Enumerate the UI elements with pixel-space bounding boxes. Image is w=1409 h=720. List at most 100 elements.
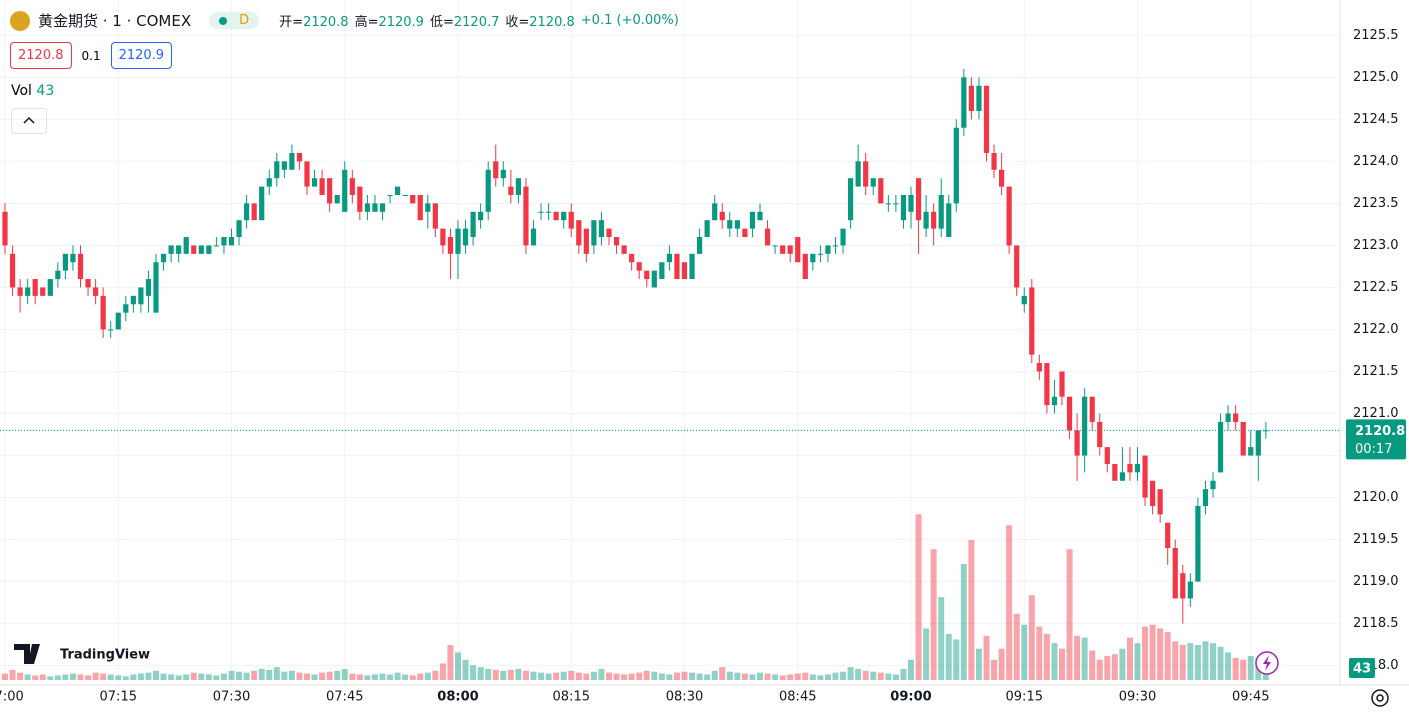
volume-bar: [85, 675, 92, 680]
y-tick-label: 2123.5: [1353, 196, 1399, 211]
volume-bar: [908, 659, 914, 680]
candle-body: [485, 169, 491, 212]
volume-bar: [424, 672, 431, 680]
interval-badge[interactable]: D: [209, 12, 260, 29]
candle-body: [689, 253, 695, 280]
volume-bar: [1172, 641, 1179, 680]
volume-bar: [877, 672, 884, 680]
volume-bar: [1021, 624, 1028, 680]
volume-bar: [1210, 643, 1216, 680]
volume-bar: [1111, 654, 1118, 680]
candle-body: [364, 203, 370, 212]
candle-body: [1036, 363, 1042, 372]
volume-bar: [69, 673, 76, 680]
volume-bar: [402, 674, 409, 680]
volume-bar: [1149, 624, 1156, 680]
candle-body: [795, 237, 801, 263]
x-tick-label: 08:45: [779, 690, 816, 705]
candle-body: [1006, 186, 1012, 246]
symbol-logo: [10, 10, 30, 31]
volume-bar: [1247, 656, 1254, 680]
candle-body: [138, 287, 144, 305]
candle-body: [93, 287, 99, 296]
volume-bar: [394, 672, 401, 680]
settings-button[interactable]: [1371, 689, 1389, 707]
collapse-button[interactable]: [11, 108, 47, 134]
candle-body: [123, 304, 129, 313]
candle-body: [636, 262, 642, 271]
volume-bar: [379, 673, 386, 680]
candle-body: [1119, 472, 1125, 481]
volume-bar: [115, 675, 122, 680]
candle-body: [1097, 421, 1103, 448]
volume-bar: [477, 667, 484, 680]
candle-body: [1263, 430, 1269, 432]
x-tick-label: 09:00: [890, 690, 931, 705]
ohlc-label: 开=: [279, 15, 304, 30]
lightning-button[interactable]: [1255, 651, 1279, 675]
ask[interactable]: 2120.9: [110, 42, 173, 69]
volume-bar: [198, 673, 205, 680]
y-tick-label: 2120.0: [1353, 490, 1399, 505]
volume-bar: [530, 671, 537, 680]
volume-bar: [704, 674, 711, 680]
volume-bar: [1096, 659, 1103, 680]
volume-bar: [153, 670, 159, 680]
candle-body: [410, 194, 416, 204]
volume-bar: [220, 673, 227, 680]
candle-body: [931, 211, 937, 229]
volume-bar: [326, 671, 333, 680]
ohlc-label: 高=: [354, 15, 379, 30]
volume-bar: [575, 672, 582, 680]
symbol[interactable]: 黄金期货 · 1 · COMEX: [38, 12, 192, 30]
volume-bar: [960, 563, 967, 680]
volume-bar: [1134, 643, 1141, 680]
ohlc-label: 收=: [505, 15, 530, 30]
candle-body: [817, 253, 823, 255]
candle-body: [130, 295, 136, 305]
volume-bar: [651, 671, 658, 680]
price-tag: [1346, 419, 1406, 460]
volume-bar: [598, 668, 605, 680]
candle-body: [493, 161, 499, 179]
volume-bar: [953, 639, 960, 680]
candle-body: [160, 253, 167, 263]
bid[interactable]: 2120.8: [10, 42, 72, 69]
candle-body: [1082, 396, 1088, 456]
candle-body: [1172, 548, 1178, 599]
volume-bar: [311, 674, 318, 680]
candle-body: [968, 85, 974, 111]
volume-bar: [560, 671, 567, 680]
volume-bar: [606, 672, 612, 680]
ohlc-label: 低=: [429, 15, 454, 30]
volume-bar: [492, 669, 499, 680]
candle-body: [878, 178, 884, 204]
volume-bar: [696, 673, 703, 680]
x-tick-label: 07:45: [326, 690, 363, 705]
volume-bar: [349, 673, 356, 680]
candle-body: [1248, 447, 1254, 456]
volume-bar: [100, 673, 107, 680]
candle-body: [961, 77, 967, 128]
volume-bar: [1028, 595, 1035, 680]
candle-body: [25, 287, 31, 296]
volume-bar: [817, 675, 824, 680]
candle-body: [1021, 295, 1027, 305]
candle-body: [395, 186, 401, 195]
candle-body: [425, 203, 431, 212]
candle-body: [855, 161, 861, 187]
candle-body: [712, 203, 718, 221]
candle-body: [749, 211, 756, 229]
candle-body: [281, 161, 287, 170]
candle-body: [1051, 396, 1058, 406]
volume-bar: [1051, 643, 1058, 680]
candle-body: [999, 169, 1005, 187]
candle-body: [145, 279, 152, 296]
y-tick-label: 2122.0: [1353, 322, 1399, 337]
volume-bar: [1081, 637, 1088, 680]
volume-bar: [17, 672, 24, 680]
volume-bar: [122, 676, 129, 680]
candle-body: [228, 237, 235, 246]
volume-bar: [968, 540, 975, 680]
volume-bar: [130, 674, 137, 680]
